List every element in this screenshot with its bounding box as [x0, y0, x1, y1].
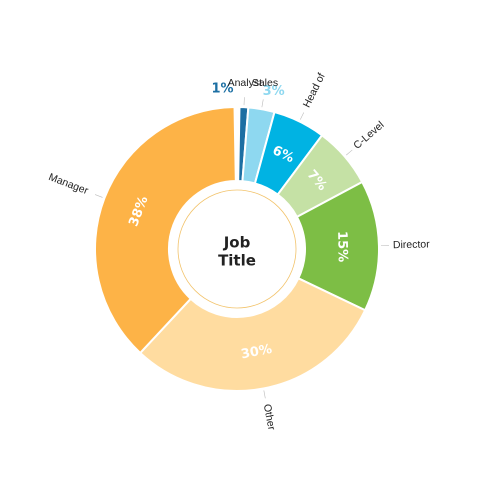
category-label-director: Director [393, 238, 431, 251]
leader-line [261, 99, 264, 108]
percent-label-director: 15% [334, 231, 350, 262]
category-label-sales: Sales [252, 77, 278, 89]
center-label-line-2: Title [218, 252, 256, 270]
leader-line [346, 149, 353, 156]
percent-label-other: 30% [240, 342, 273, 363]
leader-line [299, 112, 305, 120]
leader-line [263, 390, 266, 399]
category-label-manager: Manager [47, 171, 90, 197]
percent-label-analyst: 1% [211, 82, 233, 97]
leader-lines [94, 97, 389, 399]
category-label-c-level: C-Level [351, 119, 386, 152]
donut-slices [94, 106, 380, 392]
category-label-other: Other [261, 403, 278, 432]
category-label-analyst: Analyst [228, 77, 263, 89]
leader-line [94, 194, 103, 198]
center-label-line-1: Job [223, 234, 251, 252]
percent-label-sales: 3% [263, 84, 285, 99]
center-ring [177, 189, 297, 309]
slice-manager [94, 106, 237, 355]
slice-other [138, 277, 367, 392]
category-label-head-of: Head of [301, 71, 328, 109]
